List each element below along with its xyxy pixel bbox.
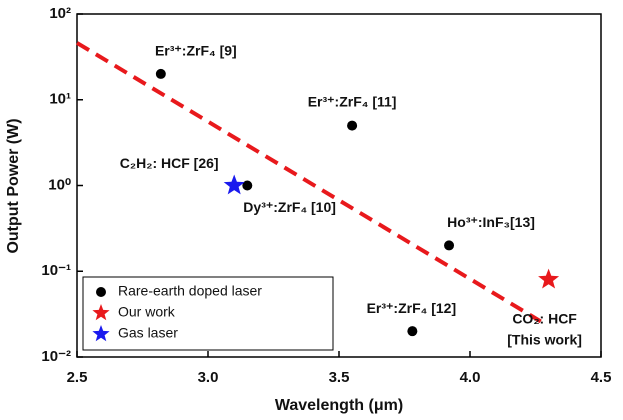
legend-label: Our work (118, 304, 176, 320)
legend-marker (92, 304, 110, 321)
x-tick-label: 3.0 (198, 369, 219, 386)
y-tick-label: 10¹ (49, 91, 71, 108)
data-point (347, 120, 358, 131)
point-label: Er³⁺:ZrF₄ [11] (308, 93, 397, 109)
legend-marker (96, 287, 106, 297)
data-point (155, 68, 166, 79)
y-tick-label: 10⁰ (48, 176, 71, 193)
data-point (407, 326, 418, 337)
point-label: Er³⁺:ZrF₄ [12] (367, 300, 457, 316)
y-axis-title: Output Power (W) (5, 118, 22, 253)
x-tick-label: 4.5 (591, 369, 612, 386)
y-tick-label: 10⁻² (41, 348, 71, 365)
point-label: [This work] (507, 331, 582, 347)
data-point (444, 240, 455, 251)
legend-box (82, 276, 334, 351)
point-label: Dy³⁺:ZrF₄ [10] (243, 199, 336, 215)
x-tick-label: 2.5 (67, 369, 88, 386)
trend-line (75, 41, 542, 324)
legend-label: Gas laser (118, 325, 178, 341)
legend-marker (92, 325, 110, 342)
data-point (223, 174, 245, 195)
point-label: Ho³⁺:InF₃[13] (447, 214, 535, 230)
y-tick-label: 10⁻¹ (41, 262, 71, 279)
point-label: CO₂: HCF (512, 310, 577, 326)
x-tick-label: 4.0 (460, 369, 481, 386)
point-label: Er³⁺:ZrF₄ [9] (155, 43, 237, 59)
x-axis-title: Wavelength (μm) (275, 397, 403, 414)
x-tick-label: 3.5 (329, 369, 350, 386)
y-tick-label: 10² (49, 5, 71, 22)
point-label: C₂H₂: HCF [26] (120, 155, 219, 171)
legend-label: Rare-earth doped laser (118, 283, 262, 299)
data-point (242, 180, 253, 191)
data-point (538, 268, 560, 289)
